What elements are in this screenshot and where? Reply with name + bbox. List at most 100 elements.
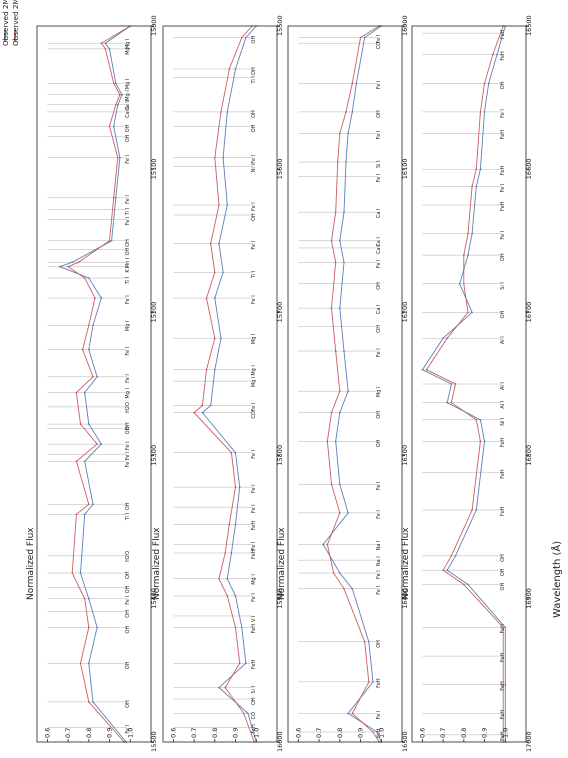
line-id-label: FeH <box>500 166 506 176</box>
data-point <box>71 572 73 574</box>
data-point <box>245 36 247 39</box>
data-point <box>475 168 478 170</box>
line-id-label: Fe I <box>376 81 382 90</box>
y-tick-label: 0.8 <box>211 728 219 738</box>
spectrum-series-1 <box>322 25 382 743</box>
data-point <box>214 271 216 274</box>
line-id-label: Na I <box>376 556 382 566</box>
line-id-label: FeH <box>251 660 257 670</box>
line-id-label: Fe I <box>251 542 257 551</box>
data-point <box>112 82 115 85</box>
data-point <box>234 523 237 526</box>
data-point <box>483 82 486 85</box>
data-point <box>454 555 457 557</box>
line-id-label: K I <box>125 266 131 272</box>
line-id-label: OH <box>500 81 506 89</box>
data-point <box>334 211 337 213</box>
line-id-label: Fe I <box>125 347 131 356</box>
data-point <box>59 265 61 268</box>
line-id-label: Fe I <box>500 109 506 118</box>
data-point <box>450 383 453 385</box>
data-point <box>96 626 98 629</box>
data-point <box>75 513 78 516</box>
line-id-label: OH <box>125 134 131 142</box>
data-point <box>228 68 231 70</box>
y-tick-label: 0.9 <box>357 728 365 738</box>
data-point <box>504 626 507 629</box>
line-id-label: Fe I <box>251 593 257 602</box>
data-point <box>471 311 473 314</box>
data-point <box>234 595 237 597</box>
line-id-label: Fe I <box>125 195 131 204</box>
data-point <box>205 368 208 371</box>
line-id-label: OH <box>251 110 257 118</box>
line-id-label: V I <box>251 615 257 621</box>
data-point <box>330 307 333 309</box>
line-id-label: OH <box>125 661 131 669</box>
y-tick-label: 0.9 <box>481 728 489 738</box>
data-point <box>326 543 329 546</box>
data-point <box>446 401 449 404</box>
data-point <box>83 391 86 394</box>
line-id-label: Ca I <box>376 237 382 247</box>
x-tick-label: 16500 <box>401 731 409 752</box>
line-id-label: OH <box>500 310 506 318</box>
line-id-label: FeH <box>251 549 257 559</box>
data-point <box>209 404 212 407</box>
line-id-label: FeH <box>500 51 506 61</box>
data-point <box>214 156 216 159</box>
line-id-label: OH <box>125 247 131 255</box>
data-point <box>339 307 341 309</box>
line-id-label: Ni I <box>251 164 257 172</box>
line-id-label: Ca II <box>125 100 131 111</box>
x-tick-label: 16900 <box>525 588 533 609</box>
data-point <box>479 419 482 421</box>
data-point <box>483 440 486 443</box>
line-id-label: CO <box>251 411 257 418</box>
line-id-label: Fe I <box>125 374 131 383</box>
line-id-label: Fe I <box>376 570 382 579</box>
data-point <box>454 383 457 385</box>
data-point <box>218 578 220 580</box>
line-id-label: FeH <box>500 469 506 479</box>
data-point <box>214 297 216 299</box>
line-id-label: Mg I <box>125 39 131 50</box>
y-tick-label: 1.0 <box>126 728 134 738</box>
data-point <box>345 111 347 113</box>
line-id-label: Fe I <box>251 155 257 164</box>
data-point <box>479 111 482 113</box>
data-point <box>368 681 370 683</box>
data-point <box>117 104 119 106</box>
line-id-label: OH <box>376 411 382 419</box>
data-point <box>363 36 366 39</box>
line-id-label: Al I <box>500 401 506 409</box>
line-id-label: FeH <box>500 438 506 448</box>
x-tick-label: 16200 <box>401 302 409 323</box>
data-point <box>351 712 354 715</box>
line-id-label: Mg I <box>125 44 131 55</box>
x-tick-label: 15200 <box>150 302 158 323</box>
line-id-label: Ca II <box>125 107 131 118</box>
line-id-label: Mn I <box>125 258 131 269</box>
line-id-label: Fe I <box>500 184 506 193</box>
data-point <box>502 626 505 629</box>
data-point <box>220 111 222 113</box>
x-tick-label: 15500 <box>150 731 158 752</box>
data-point <box>108 48 111 50</box>
data-point <box>446 337 449 340</box>
line-id-label: Fe I <box>500 231 506 240</box>
line-id-label: Mg I <box>251 334 257 345</box>
data-point <box>100 42 103 44</box>
y-tick-label: 0.8 <box>336 728 344 738</box>
data-point <box>119 156 121 159</box>
data-point <box>463 283 465 285</box>
data-point <box>363 641 366 643</box>
data-point <box>218 204 220 206</box>
data-point <box>77 261 80 264</box>
line-id-label: OH <box>251 124 257 132</box>
data-point <box>88 348 90 351</box>
line-id-label: Fe I <box>251 241 257 250</box>
line-id-label: OH <box>376 325 382 333</box>
